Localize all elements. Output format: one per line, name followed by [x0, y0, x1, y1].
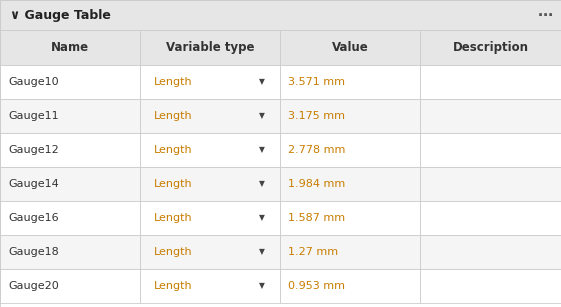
Bar: [280, 235, 420, 269]
Text: 1.587 mm: 1.587 mm: [288, 213, 345, 223]
Text: ▼: ▼: [259, 180, 265, 188]
Text: ▼: ▼: [259, 111, 265, 121]
Text: 1.984 mm: 1.984 mm: [288, 179, 345, 189]
Text: 0.953 mm: 0.953 mm: [288, 281, 345, 291]
Bar: [140, 167, 280, 201]
Bar: [140, 30, 280, 65]
Bar: [140, 99, 280, 133]
Text: ∨ Gauge Table: ∨ Gauge Table: [10, 9, 111, 21]
Bar: [280, 99, 420, 133]
Bar: [280, 167, 420, 201]
Bar: [140, 133, 280, 167]
Bar: [420, 30, 561, 65]
Text: 2.778 mm: 2.778 mm: [288, 145, 346, 155]
Bar: [0, 201, 140, 235]
Text: Name: Name: [51, 41, 89, 54]
Bar: [420, 167, 561, 201]
Text: ▼: ▼: [259, 213, 265, 223]
Text: ▼: ▼: [259, 282, 265, 290]
Bar: [0, 99, 140, 133]
Text: Variable type: Variable type: [165, 41, 254, 54]
Text: ⋯: ⋯: [538, 7, 553, 22]
Text: Length: Length: [154, 145, 192, 155]
Text: Gauge14: Gauge14: [8, 179, 59, 189]
Text: Length: Length: [154, 281, 192, 291]
Text: Value: Value: [332, 41, 369, 54]
Bar: [420, 133, 561, 167]
Text: Length: Length: [154, 111, 192, 121]
Bar: [0, 235, 140, 269]
Text: 3.175 mm: 3.175 mm: [288, 111, 345, 121]
Text: 1.27 mm: 1.27 mm: [288, 247, 338, 257]
Text: Length: Length: [154, 77, 192, 87]
Bar: [280, 65, 420, 99]
Text: Length: Length: [154, 247, 192, 257]
Text: Gauge20: Gauge20: [8, 281, 59, 291]
Bar: [140, 235, 280, 269]
Bar: [280, 30, 420, 65]
Bar: [420, 99, 561, 133]
Text: Length: Length: [154, 213, 192, 223]
Text: Gauge16: Gauge16: [8, 213, 59, 223]
Text: Gauge10: Gauge10: [8, 77, 59, 87]
Bar: [280, 133, 420, 167]
Text: Gauge18: Gauge18: [8, 247, 59, 257]
Text: Gauge12: Gauge12: [8, 145, 59, 155]
Text: Gauge11: Gauge11: [8, 111, 59, 121]
Text: 3.571 mm: 3.571 mm: [288, 77, 345, 87]
Bar: [420, 201, 561, 235]
Text: Length: Length: [154, 179, 192, 189]
Bar: [0, 269, 140, 303]
Text: ▼: ▼: [259, 77, 265, 87]
Bar: [0, 0, 561, 30]
Bar: [140, 269, 280, 303]
Bar: [0, 167, 140, 201]
Bar: [0, 65, 140, 99]
Bar: [0, 30, 140, 65]
Bar: [140, 201, 280, 235]
Bar: [280, 201, 420, 235]
Bar: [280, 269, 420, 303]
Bar: [140, 65, 280, 99]
Bar: [420, 269, 561, 303]
Text: Description: Description: [453, 41, 528, 54]
Bar: [420, 235, 561, 269]
Bar: [420, 65, 561, 99]
Text: ▼: ▼: [259, 247, 265, 257]
Text: ▼: ▼: [259, 146, 265, 154]
Bar: [0, 133, 140, 167]
